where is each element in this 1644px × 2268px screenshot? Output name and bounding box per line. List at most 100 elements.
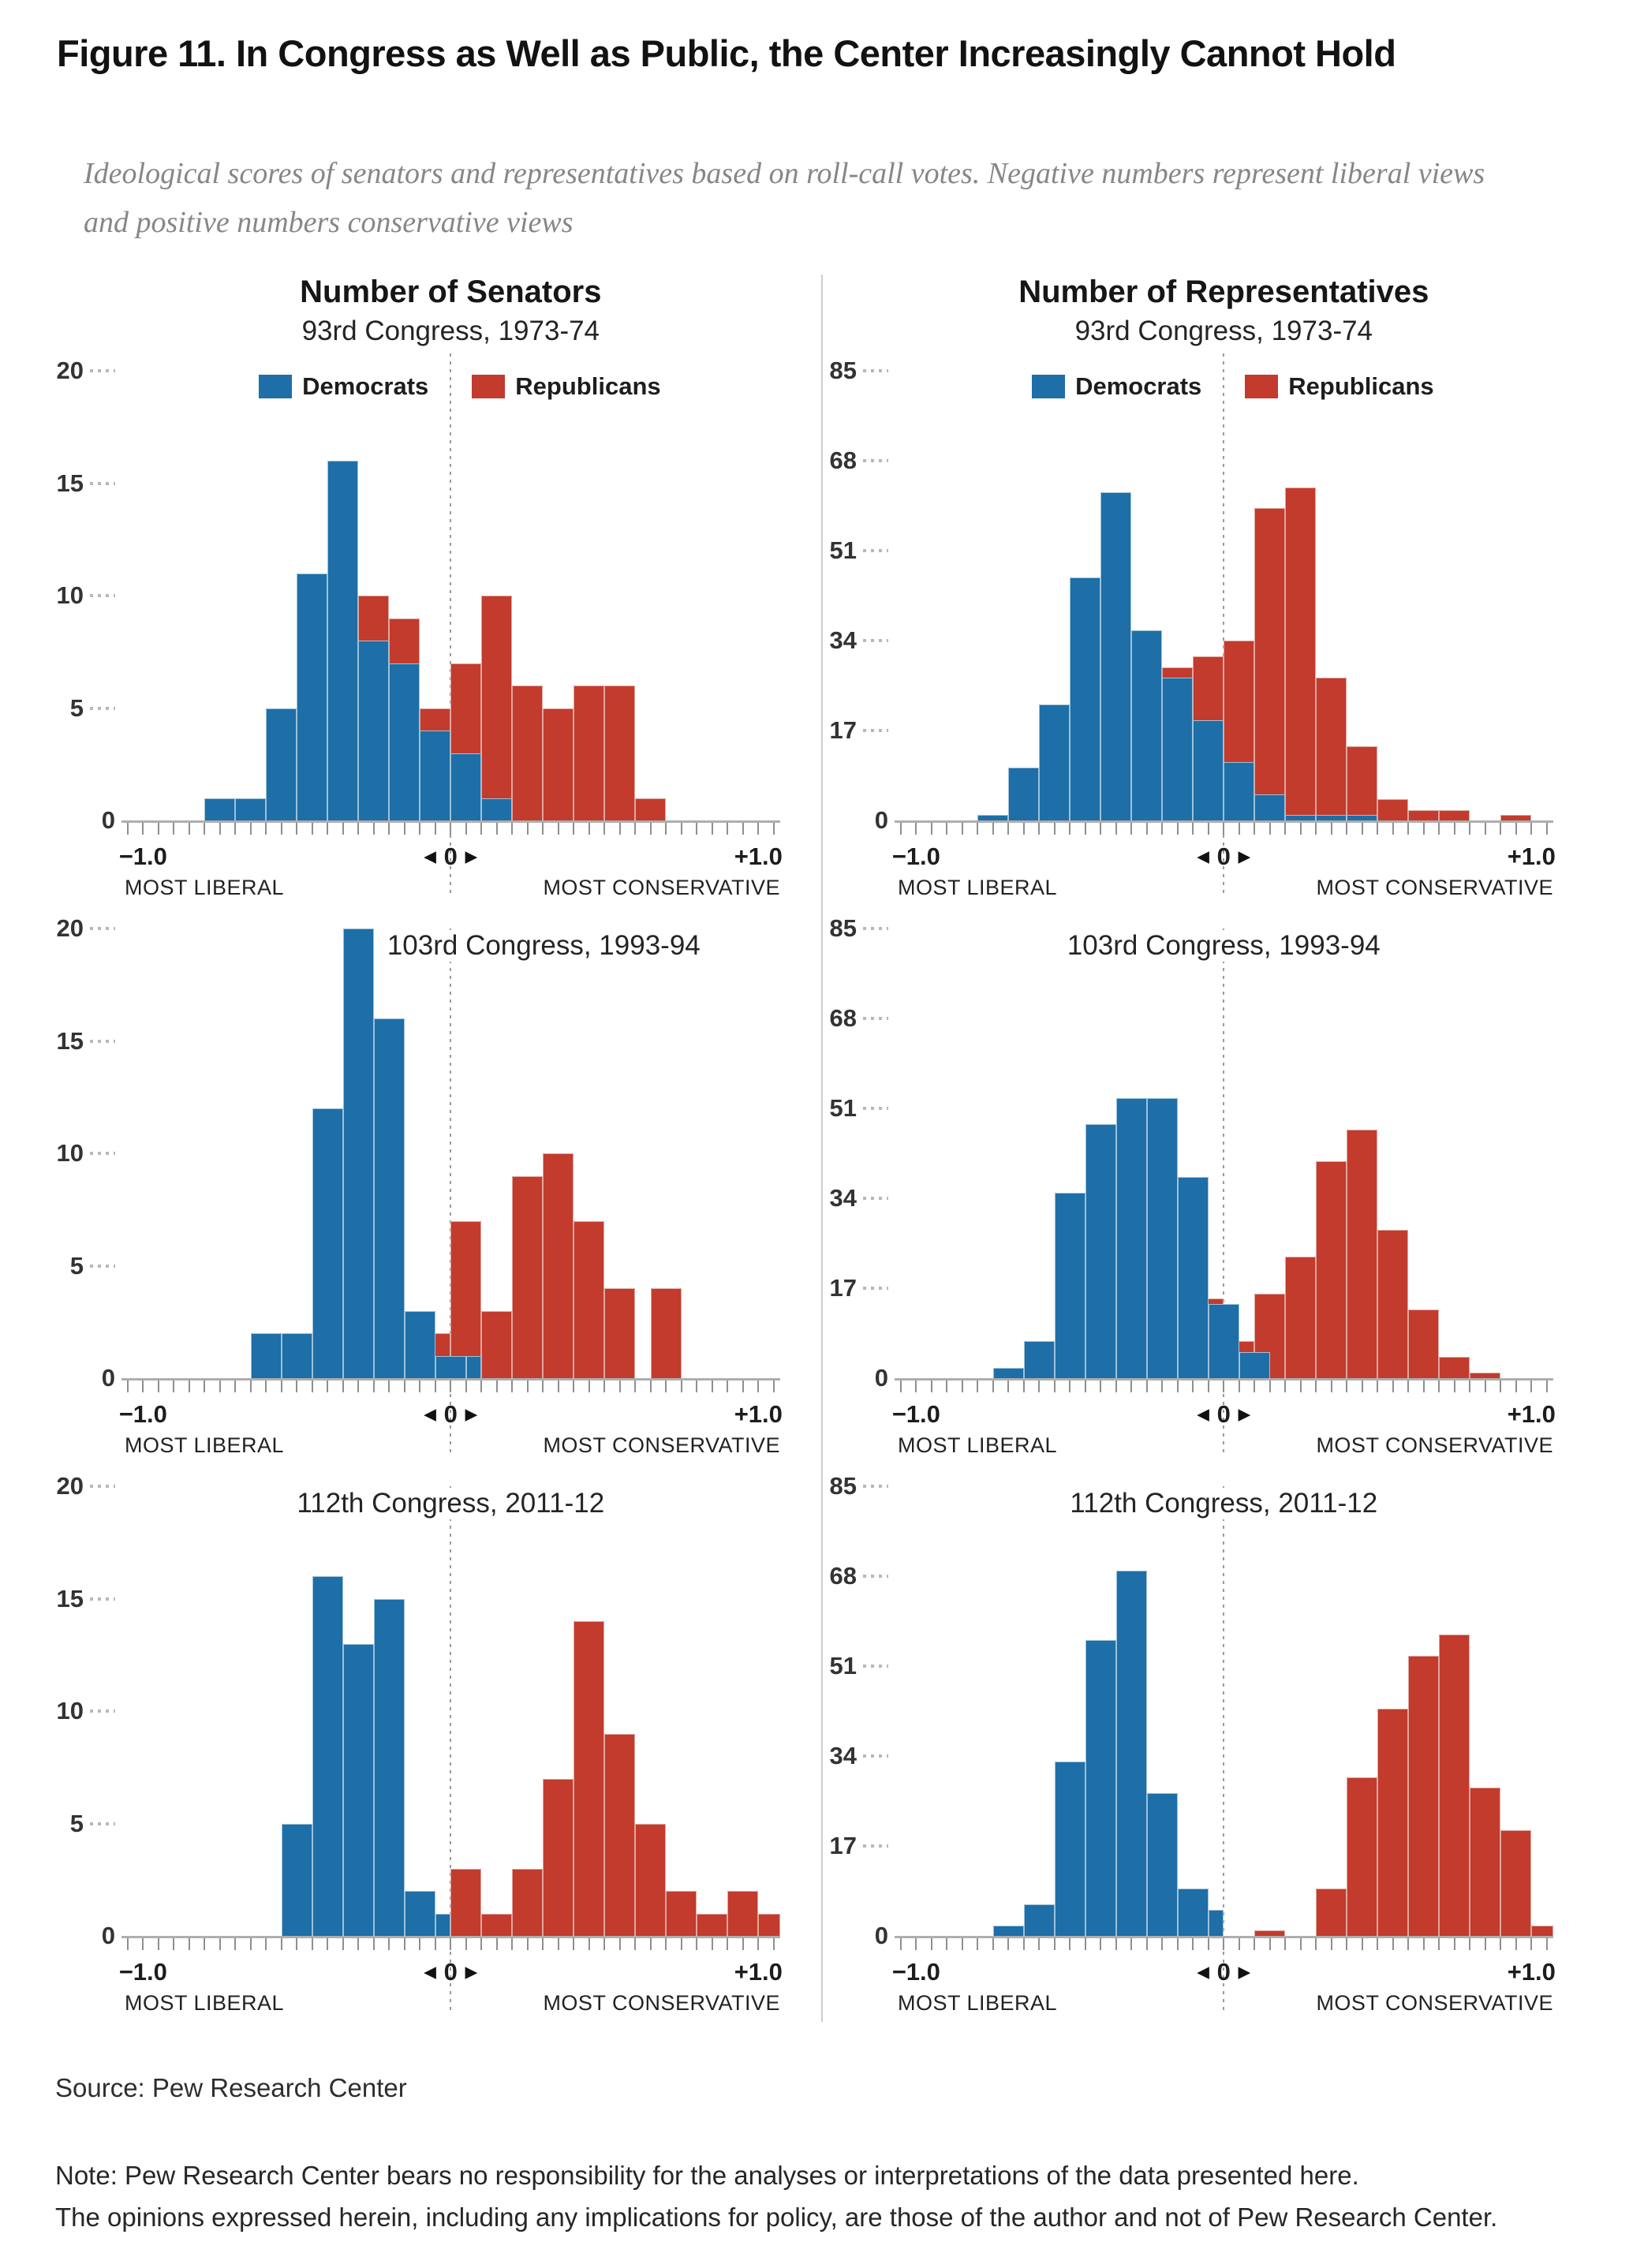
x-axis-tick xyxy=(899,1381,902,1392)
x-axis-tick xyxy=(357,1381,360,1392)
x-axis-tick xyxy=(603,1938,606,1950)
right-arrow-icon: ▶ xyxy=(465,1964,477,1981)
x-axis-tick xyxy=(1268,1938,1271,1950)
y-axis-label: 68 xyxy=(830,447,888,474)
republican-bar xyxy=(481,596,513,820)
x-axis-tick xyxy=(480,1381,483,1392)
x-axis-tick xyxy=(711,1938,713,1950)
y-axis-value: 85 xyxy=(829,914,857,942)
x-axis-tick xyxy=(1161,1938,1164,1950)
x-axis-tick xyxy=(634,1938,637,1950)
y-axis-label: 0 xyxy=(875,1922,888,1949)
most-conservative-label: MOST CONSERVATIVE xyxy=(543,876,780,899)
x-axis-tick xyxy=(977,823,979,835)
x-axis-tick xyxy=(311,1381,313,1392)
x-axis-tick xyxy=(188,1938,190,1950)
legend-democrats: Democrats xyxy=(259,372,428,401)
y-axis-label: 85 xyxy=(830,357,888,384)
y-axis-value: 34 xyxy=(829,1742,857,1769)
x-axis-tick xyxy=(573,1938,575,1950)
y-axis-label: 68 xyxy=(829,1562,888,1590)
x-axis-tick xyxy=(757,1938,760,1950)
dotted-leader xyxy=(863,1017,888,1020)
y-axis-label: 10 xyxy=(57,581,115,609)
x-axis-tick xyxy=(296,823,298,835)
democrat-bar xyxy=(1208,1909,1224,1936)
y-axis-label: 85 xyxy=(830,1472,888,1500)
democrat-bar xyxy=(1039,704,1070,820)
x-axis-tick xyxy=(1530,823,1533,835)
note-line-1: Note: Pew Research Center bears no respo… xyxy=(55,2161,1359,2190)
republican-bar xyxy=(635,798,667,820)
right-arrow-icon: ▶ xyxy=(1238,1964,1250,1981)
x-axis-tick xyxy=(249,1381,252,1392)
x-axis-tick xyxy=(1238,1381,1240,1392)
x-axis-tick xyxy=(219,1381,221,1392)
zero-reference-line xyxy=(450,1486,452,2011)
x-axis-line xyxy=(121,820,780,823)
x-axis-tick xyxy=(542,823,544,835)
right-arrow-icon: ▶ xyxy=(1238,849,1250,865)
x-axis-tick xyxy=(1407,1381,1410,1392)
y-axis-value: 15 xyxy=(56,469,84,497)
x-axis-tick xyxy=(265,1938,267,1950)
x-axis-tick xyxy=(372,1381,375,1392)
x-axis-tick xyxy=(1469,823,1471,835)
left-arrow-icon: ◀ xyxy=(424,1964,436,1981)
x-axis-tick xyxy=(526,823,529,835)
dotted-leader xyxy=(863,1844,888,1848)
x-axis-tick xyxy=(1161,1381,1164,1392)
dotted-leader xyxy=(90,1821,115,1825)
plot-area: 103rd Congress, 1993-94 xyxy=(121,928,780,1453)
legend-label: Republicans xyxy=(1288,372,1434,400)
x-axis-tick xyxy=(1392,823,1394,835)
x-axis-tick xyxy=(961,1381,963,1392)
democrat-bar xyxy=(327,461,359,820)
x-axis-tick xyxy=(573,1381,575,1392)
x-axis-tick xyxy=(696,1938,698,1950)
x-axis-tick xyxy=(1053,1938,1056,1950)
chart-representatives-103rd: 103rd Congress, 1993-94 85 68 51 34 17 0 −1.0 ◀ 0… xyxy=(830,914,1556,1473)
note-line-2: The opinions expressed herein, including… xyxy=(55,2202,1498,2232)
republican-bar xyxy=(1408,1309,1440,1378)
republican-bar xyxy=(1285,487,1317,820)
x-axis-tick xyxy=(588,1938,590,1950)
zero-reference-line xyxy=(450,928,452,1453)
x-axis-tick xyxy=(1346,1381,1348,1392)
democrat-bar xyxy=(1239,1351,1270,1378)
democrat-bar xyxy=(404,1310,435,1378)
x-axis-tick xyxy=(665,1938,667,1950)
x-axis-max-label: +1.0 xyxy=(734,843,783,870)
y-axis-label: 0 xyxy=(102,806,115,834)
x-axis-tick xyxy=(1192,1381,1194,1392)
x-axis-tick xyxy=(249,1938,252,1950)
x-axis-max-label: +1.0 xyxy=(1507,1400,1556,1428)
x-axis-tick xyxy=(511,823,514,835)
y-axis-label: 10 xyxy=(57,1139,115,1167)
y-axis-value: 17 xyxy=(829,1274,857,1302)
republican-bar xyxy=(1439,1634,1470,1936)
republican-bar xyxy=(574,1621,605,1936)
x-axis-tick xyxy=(1530,1381,1533,1392)
x-axis-zero-marker: ◀ 0 ▶ xyxy=(424,1958,477,1986)
dotted-leader xyxy=(90,927,115,930)
x-axis-tick xyxy=(204,823,206,835)
republican-bar xyxy=(727,1891,759,1936)
x-axis-tick xyxy=(1145,1938,1148,1950)
most-liberal-label: MOST LIBERAL xyxy=(898,1991,1058,2015)
y-axis-value: 68 xyxy=(829,1562,857,1590)
x-axis-tick xyxy=(342,823,344,835)
republican-bar xyxy=(1439,1357,1470,1378)
republican-bar xyxy=(450,1868,482,1936)
dotted-leader xyxy=(863,549,888,552)
x-axis-line xyxy=(121,1378,780,1381)
y-axis-labels: 85 68 51 34 17 0 xyxy=(790,357,888,834)
y-axis-value: 17 xyxy=(829,1832,857,1859)
x-axis-tick xyxy=(1069,1938,1071,1950)
y-axis-labels: 85 68 51 34 17 0 xyxy=(790,1472,888,1949)
x-axis-line xyxy=(895,820,1553,823)
x-axis-tick xyxy=(327,1381,329,1392)
chart-inner-title: 103rd Congress, 1993-94 xyxy=(1057,930,1390,962)
zero-reference-line xyxy=(1223,353,1225,895)
x-axis-tick xyxy=(1438,823,1440,835)
